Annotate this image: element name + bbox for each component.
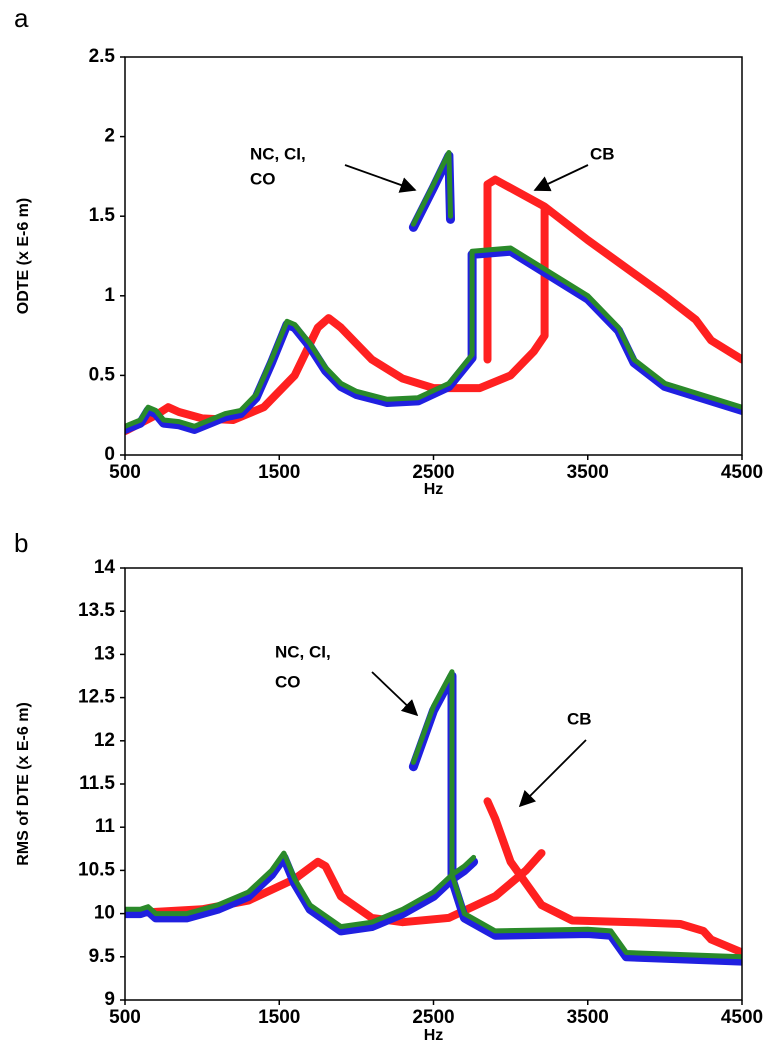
y-tick-label: 11 xyxy=(95,816,116,837)
y-tick-label: 10 xyxy=(94,903,115,924)
y-tick-label: 11.5 xyxy=(79,773,115,794)
y-axis-label: RMS of DTE (x E-6 m) xyxy=(15,702,32,866)
y-tick-label: 1.5 xyxy=(89,205,116,226)
y-tick-label: 10.5 xyxy=(78,859,115,880)
y-tick-label: 14 xyxy=(94,557,116,578)
x-tick-label: 2500 xyxy=(412,1007,454,1028)
annotation-arrow xyxy=(371,671,419,717)
panel-letter: a xyxy=(14,3,29,33)
y-tick-label: 13 xyxy=(94,643,115,664)
annotation: CO xyxy=(275,672,301,691)
x-tick-label: 2500 xyxy=(412,462,454,483)
x-tick-label: 1500 xyxy=(258,462,300,483)
x-tick-label: 3500 xyxy=(567,1007,609,1028)
annotation: CB xyxy=(567,709,592,728)
y-tick-label: 0 xyxy=(104,444,115,465)
x-tick-label: 4500 xyxy=(721,1007,763,1028)
y-tick-label: 12.5 xyxy=(78,687,115,708)
annotation-arrow xyxy=(533,164,589,192)
annotation-arrow xyxy=(518,739,587,808)
x-axis-label: Hz xyxy=(424,1027,444,1044)
y-tick-label: 1 xyxy=(104,285,115,306)
y-tick-label: 9 xyxy=(104,989,115,1010)
y-tick-label: 12 xyxy=(94,730,115,751)
y-tick-label: 2 xyxy=(104,126,115,147)
annotation: CB xyxy=(590,144,615,163)
y-tick-label: 0.5 xyxy=(89,364,116,385)
x-axis-label: Hz xyxy=(424,481,444,498)
y-tick-label: 13.5 xyxy=(78,600,115,621)
data-line xyxy=(125,797,742,957)
panel-letter: b xyxy=(14,528,28,558)
y-tick-label: 9.5 xyxy=(89,946,116,967)
x-tick-label: 1500 xyxy=(258,1007,300,1028)
y-axis-label: ODTE (x E-6 m) xyxy=(15,198,32,314)
annotation: NC, CI, xyxy=(250,144,306,163)
x-tick-label: 4500 xyxy=(721,462,763,483)
annotation-arrow xyxy=(344,164,417,193)
annotation: CO xyxy=(250,169,276,188)
x-tick-label: 3500 xyxy=(567,462,609,483)
data-line xyxy=(125,669,742,960)
data-line xyxy=(125,150,742,429)
plot-frame xyxy=(124,56,743,456)
annotation: NC, CI, xyxy=(275,642,331,661)
data-line xyxy=(125,175,742,436)
x-tick-label: 500 xyxy=(109,462,141,483)
y-tick-label: 2.5 xyxy=(89,46,116,67)
plot-frame xyxy=(124,567,743,1001)
x-tick-label: 500 xyxy=(109,1007,141,1028)
